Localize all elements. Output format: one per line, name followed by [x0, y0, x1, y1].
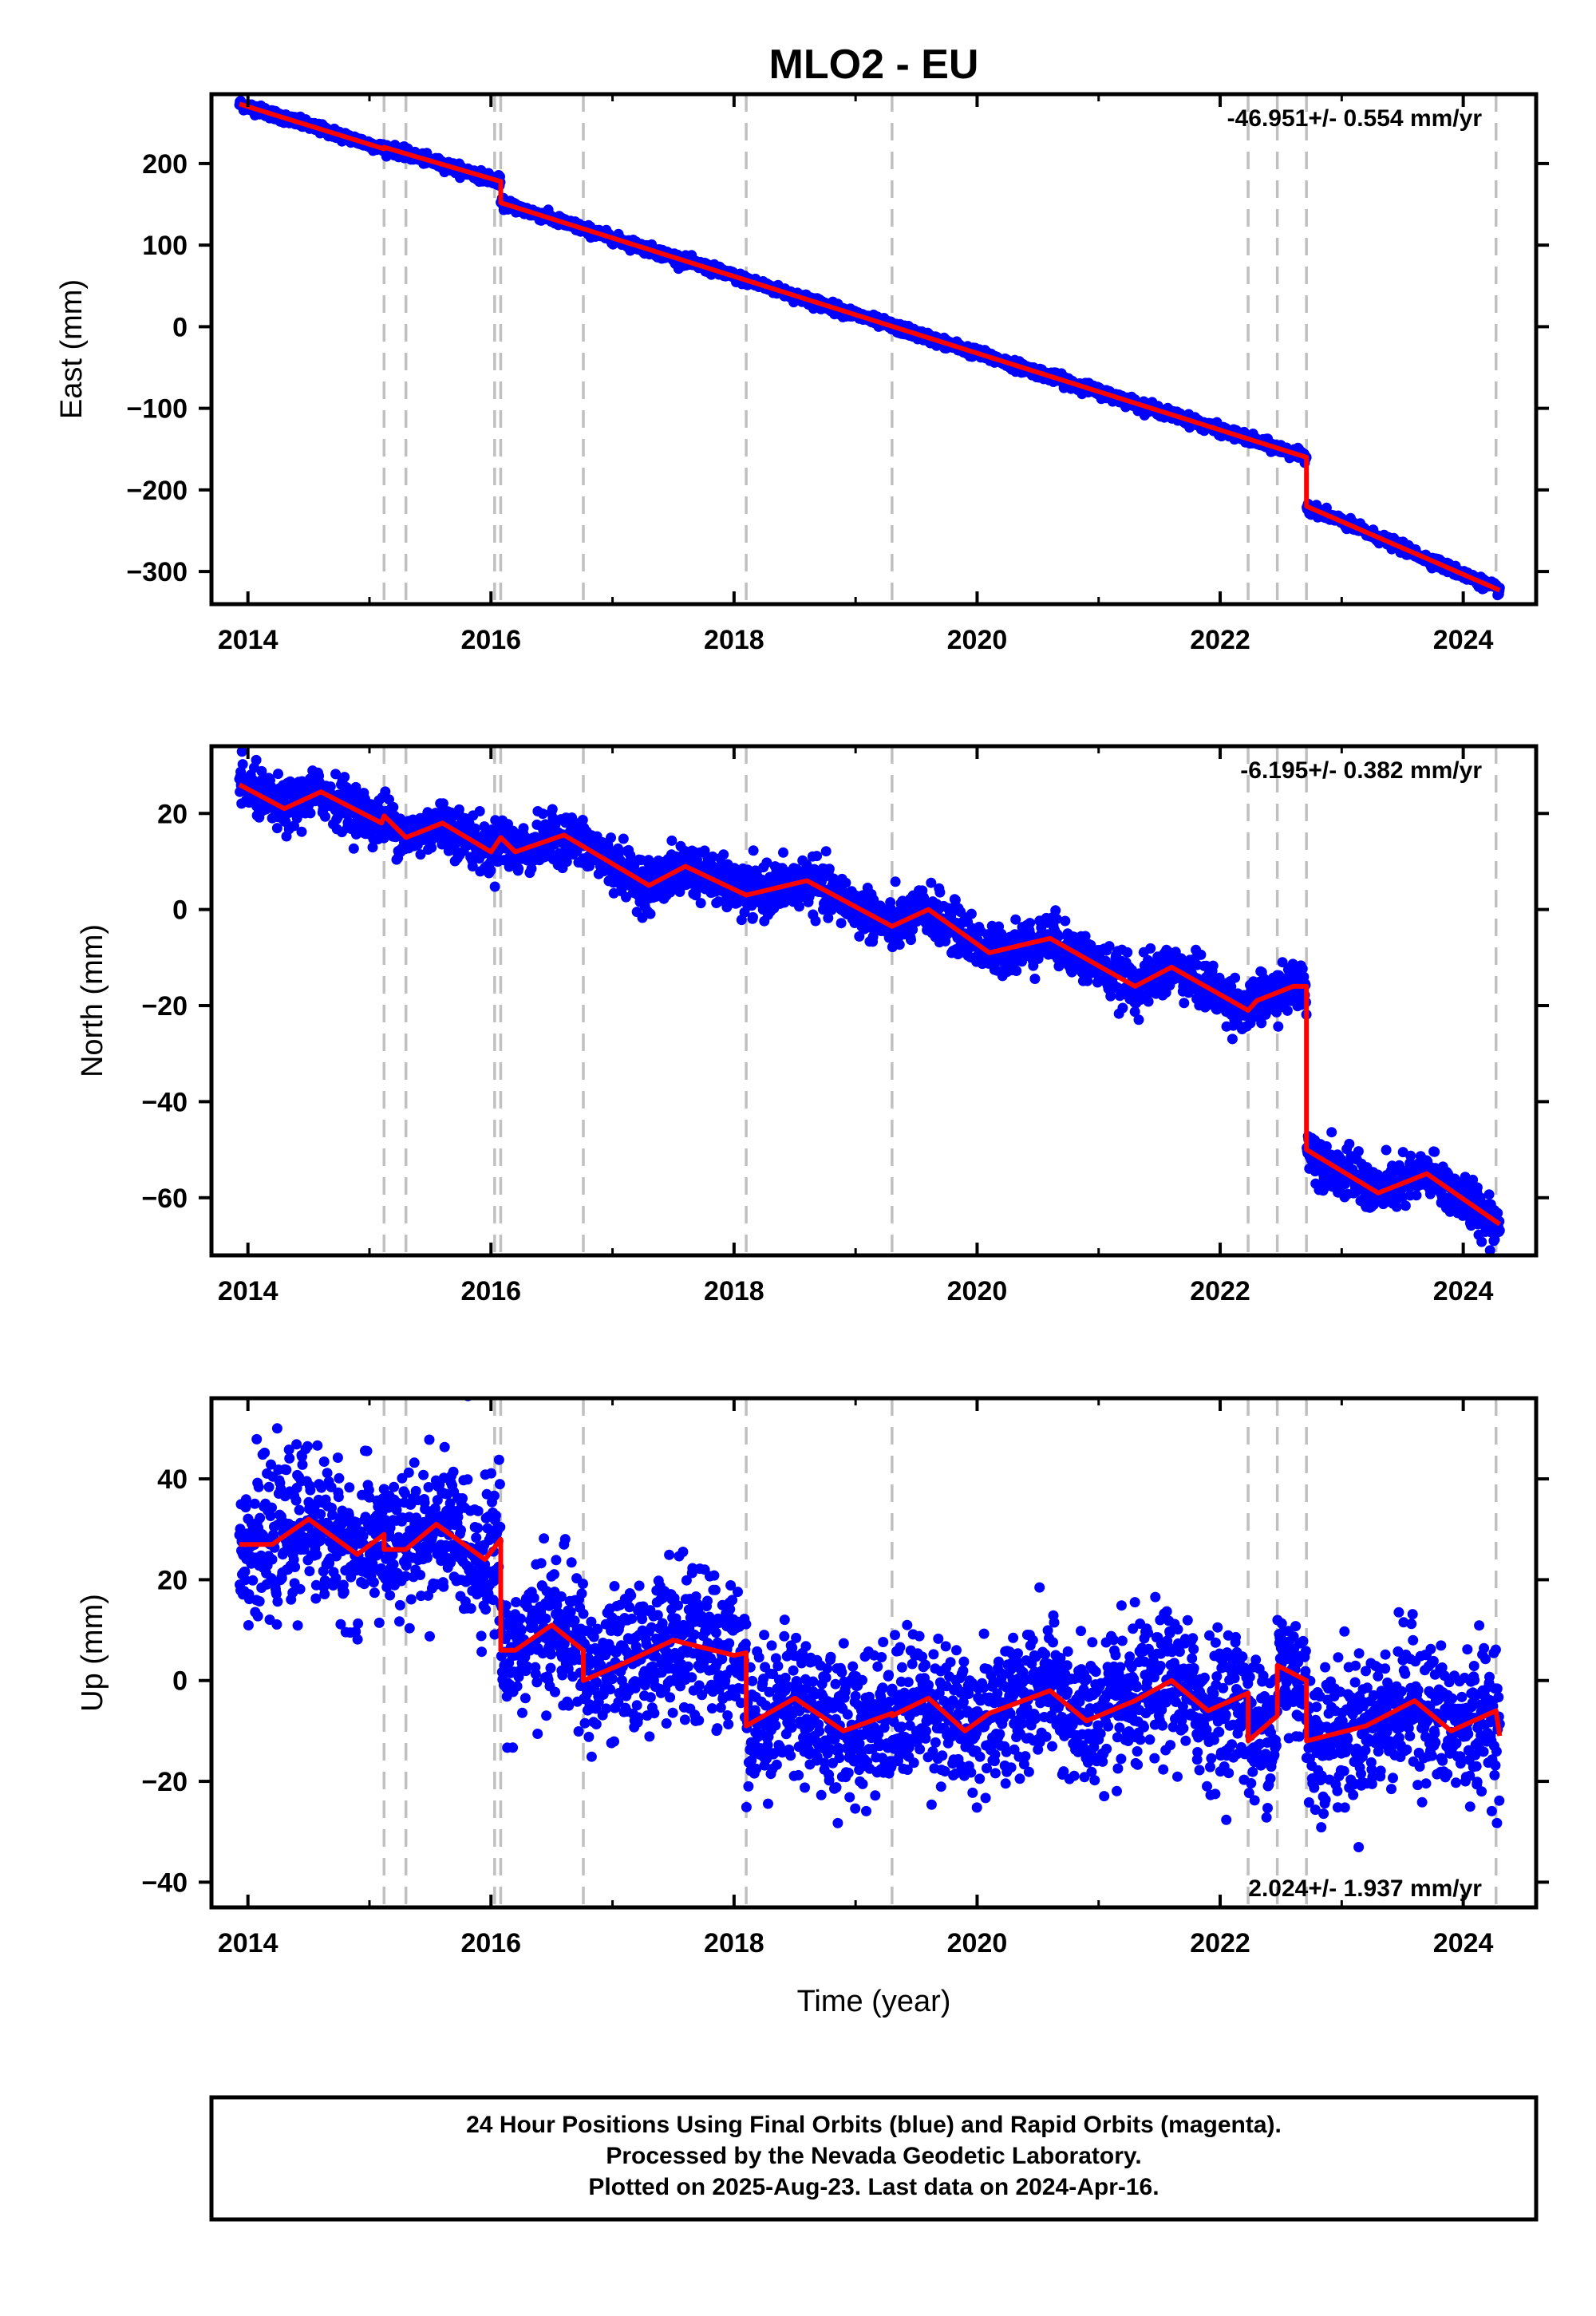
data-point: [384, 794, 394, 805]
north-panel: 2014 2016 2018 2020 2022 2024−60−40−20020Nort…: [76, 744, 1549, 1306]
data-point: [713, 896, 724, 907]
data-point: [251, 754, 262, 765]
data-point: [1025, 918, 1036, 929]
chart-title: MLO2 - EU: [769, 41, 979, 88]
data-point: [513, 864, 524, 874]
data-point: [320, 811, 330, 822]
data-point: [526, 864, 537, 874]
data-point: [273, 769, 283, 780]
data-point: [645, 908, 656, 919]
data-point: [812, 851, 823, 862]
data-point: [926, 877, 937, 888]
east-data-points: [234, 96, 1505, 601]
data-point: [906, 935, 916, 946]
north-plot-area: [234, 746, 1505, 1255]
data-point: [415, 849, 426, 860]
data-point: [489, 881, 500, 892]
x-tick-label: 2016: [460, 625, 521, 655]
east-plot-area: [234, 94, 1505, 604]
data-point: [718, 849, 729, 860]
data-point: [380, 786, 391, 797]
data-point: [470, 823, 480, 834]
data-point: [474, 806, 485, 816]
data-point: [950, 895, 961, 906]
data-point: [778, 847, 788, 858]
data-point: [824, 864, 835, 875]
data-point: [350, 781, 361, 792]
data-point: [547, 804, 558, 815]
data-point: [237, 759, 248, 770]
data-point: [339, 772, 350, 783]
data-point: [705, 860, 717, 870]
data-point: [894, 939, 905, 951]
data-point: [695, 898, 706, 909]
data-point: [325, 781, 336, 792]
data-point: [537, 808, 548, 820]
data-point: [890, 876, 901, 887]
data-point: [840, 877, 851, 888]
data-point: [836, 918, 847, 929]
data-point: [256, 765, 267, 777]
data-point: [820, 846, 832, 857]
x-tick-label: 2022: [1190, 625, 1250, 655]
data-point: [1029, 974, 1041, 984]
data-point: [934, 887, 946, 898]
data-point: [330, 769, 342, 780]
x-tick-label: 2014: [218, 625, 279, 655]
x-tick-label: 2018: [704, 625, 764, 655]
data-point: [748, 845, 759, 856]
x-tick-label: 2024: [1433, 625, 1494, 655]
data-point: [296, 826, 307, 837]
y-tick-label: −200: [126, 476, 188, 506]
data-point: [577, 815, 588, 825]
data-point: [606, 832, 616, 844]
data-point: [729, 863, 740, 874]
data-point: [867, 931, 879, 943]
data-point: [823, 912, 834, 923]
y-tick-label: −100: [126, 394, 188, 425]
data-point: [485, 865, 496, 876]
data-point: [388, 801, 399, 812]
data-point: [794, 901, 804, 912]
y-tick-label: −300: [126, 557, 188, 587]
east-model-line: [239, 101, 1501, 593]
data-point: [426, 842, 437, 853]
east-rate-label: -46.951+/- 0.554 mm/yr: [1227, 105, 1483, 132]
data-point: [305, 808, 316, 819]
data-point: [1010, 914, 1021, 925]
data-point: [1011, 966, 1022, 976]
east-y-axis-label: East (mm): [55, 279, 89, 419]
data-point: [907, 924, 918, 935]
north-data-points: [234, 746, 1505, 1255]
y-tick-label: 0: [172, 312, 188, 342]
data-point: [761, 857, 772, 868]
data-point: [437, 798, 448, 809]
y-tick-label: 100: [142, 231, 188, 261]
data-point: [748, 911, 758, 923]
data-point: [367, 842, 378, 853]
data-point: [236, 746, 247, 757]
data-point: [810, 915, 821, 927]
data-point: [348, 843, 359, 854]
data-point: [666, 835, 678, 846]
data-point: [467, 861, 478, 871]
data-point: [618, 833, 629, 844]
data-point: [561, 856, 572, 868]
y-tick-label: 200: [142, 149, 188, 180]
data-point: [868, 895, 879, 905]
east-frame: [209, 92, 1539, 607]
x-tick-label: 2020: [947, 625, 1008, 655]
data-point: [625, 850, 636, 861]
data-point: [271, 823, 282, 834]
data-point: [518, 823, 529, 834]
east-panel: 2014 2016 2018 2020 2022 2024 −300 −200 −100 0 100…: [55, 92, 1549, 655]
data-point: [966, 908, 977, 919]
